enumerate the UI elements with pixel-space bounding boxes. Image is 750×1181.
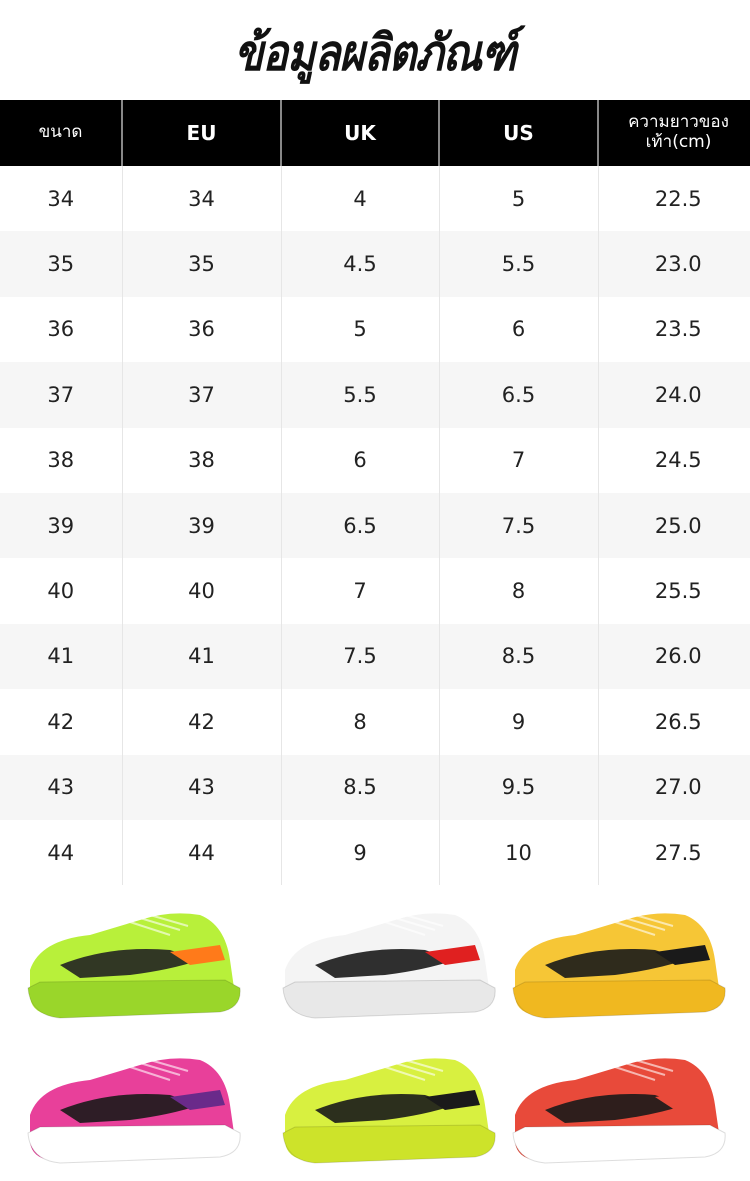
cell-foot-length: 25.5 xyxy=(597,558,750,624)
cell-eu: 37 xyxy=(121,362,281,428)
cell-foot-length: 23.5 xyxy=(597,296,750,363)
cell-eu: 40 xyxy=(121,558,281,624)
cell-us: 6.5 xyxy=(438,362,598,428)
cell-size: 41 xyxy=(0,623,122,690)
table-row: 43 43 8.5 9.5 27.0 xyxy=(0,754,750,820)
shoe-gallery xyxy=(0,895,750,1181)
cell-eu: 44 xyxy=(121,819,281,886)
cell-uk: 4.5 xyxy=(280,231,439,297)
table-row: 35 35 4.5 5.5 23.0 xyxy=(0,231,750,297)
cell-size: 43 xyxy=(0,754,122,820)
cell-us: 9 xyxy=(438,689,598,755)
size-chart-table: ขนาด EU UK US ความยาวของเท้า(cm) 34 34 4 5 2… xyxy=(0,100,750,886)
cell-size: 40 xyxy=(47,579,75,604)
cell-size: 35 xyxy=(0,231,122,297)
cell-foot-length: 25.0 xyxy=(597,492,750,559)
cell-size: 38 xyxy=(47,448,75,473)
cell-eu: 36 xyxy=(121,296,281,363)
cell-foot-length: 26.5 xyxy=(597,689,750,755)
table-row: 36 36 5 6 23.5 xyxy=(0,296,750,363)
cell-eu: 43 xyxy=(121,754,281,820)
header-foot-length: ความยาวของเท้า(cm) xyxy=(597,100,750,166)
cell-uk: 5.5 xyxy=(280,362,439,428)
cell-eu: 39 xyxy=(121,492,281,559)
shoe-image xyxy=(20,1045,250,1175)
shoe-image xyxy=(275,1045,505,1175)
shoe-image xyxy=(275,900,505,1030)
cell-uk: 7 xyxy=(280,558,439,624)
page-title: ข้อมูลผลิตภัณฑ์ xyxy=(234,24,516,82)
cell-us: 6 xyxy=(438,296,598,363)
cell-uk: 9 xyxy=(280,819,439,886)
header-size: ขนาด xyxy=(0,100,122,166)
cell-foot-length: 22.5 xyxy=(597,166,750,232)
cell-us: 5.5 xyxy=(438,231,598,297)
cell-foot-length: 23.0 xyxy=(597,231,750,297)
cell-us: 7 xyxy=(438,427,598,493)
shoe-image xyxy=(505,1045,735,1175)
cell-eu: 42 xyxy=(121,689,281,755)
cell-foot-length: 27.5 xyxy=(597,819,750,886)
cell-us: 5 xyxy=(438,166,598,232)
cell-us: 8 xyxy=(438,558,598,624)
cell-foot-length: 24.0 xyxy=(597,362,750,428)
table-row: 44 44 9 10 27.5 xyxy=(0,819,750,886)
cell-uk: 4 xyxy=(280,166,439,232)
cell-size: 39 xyxy=(0,492,122,559)
cell-uk: 5 xyxy=(280,296,439,363)
cell-eu: 34 xyxy=(121,166,281,232)
cell-us: 10 xyxy=(438,819,598,886)
cell-eu: 35 xyxy=(121,231,281,297)
cell-uk: 6 xyxy=(280,427,439,493)
cell-us: 7.5 xyxy=(438,492,598,559)
table-row: 39 39 6.5 7.5 25.0 xyxy=(0,492,750,559)
cell-us: 8.5 xyxy=(438,623,598,690)
table-row: 40 40 7 8 25.5 xyxy=(0,558,750,624)
cell-size: 37 xyxy=(0,362,122,428)
cell-size: 34 xyxy=(47,186,75,211)
header-eu: EU xyxy=(121,100,281,166)
table-row: 41 41 7.5 8.5 26.0 xyxy=(0,623,750,690)
cell-foot-length: 27.0 xyxy=(597,754,750,820)
cell-us: 9.5 xyxy=(438,754,598,820)
cell-size: 44 xyxy=(47,840,75,865)
cell-uk: 8 xyxy=(280,689,439,755)
table-row: 42 42 8 9 26.5 xyxy=(0,689,750,755)
shoe-image xyxy=(20,900,250,1030)
cell-size: 42 xyxy=(47,709,75,734)
cell-uk: 7.5 xyxy=(280,623,439,690)
table-row: 37 37 5.5 6.5 24.0 xyxy=(0,362,750,428)
cell-foot-length: 24.5 xyxy=(597,427,750,493)
cell-uk: 6.5 xyxy=(280,492,439,559)
table-header-row: ขนาด EU UK US ความยาวของเท้า(cm) xyxy=(0,100,750,166)
cell-eu: 41 xyxy=(121,623,281,690)
table-row: 34 34 4 5 22.5 xyxy=(0,166,750,232)
header-uk: UK xyxy=(280,100,439,166)
table-row: 38 38 6 7 24.5 xyxy=(0,427,750,493)
cell-eu: 38 xyxy=(121,427,281,493)
header-us: US xyxy=(438,100,598,166)
cell-foot-length: 26.0 xyxy=(597,623,750,690)
cell-uk: 8.5 xyxy=(280,754,439,820)
cell-size: 36 xyxy=(47,317,75,342)
shoe-image xyxy=(505,900,735,1030)
